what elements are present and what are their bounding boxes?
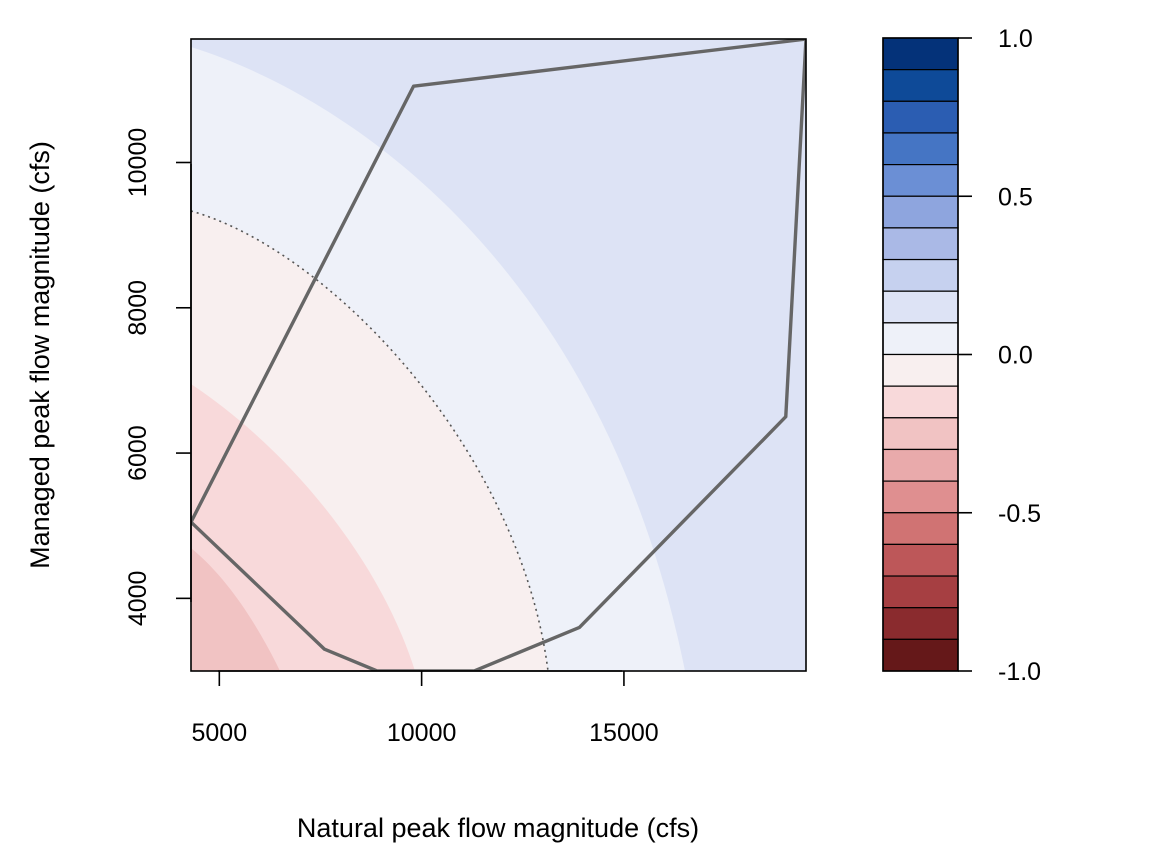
x-tick-label: 5000: [192, 719, 248, 747]
y-axis-title: Managed peak flow magnitude (cfs): [25, 141, 55, 569]
colorbar-cell: [882, 164, 959, 197]
colorbar-cells: [882, 37, 959, 672]
contour-band-neg0.375-neg0.25: [191, 548, 280, 671]
x-tick-label: 10000: [387, 719, 457, 747]
colorbar-cell: [882, 132, 959, 166]
y-tick-label: 6000: [124, 425, 152, 481]
colorbar-cell: [882, 575, 959, 609]
colorbar-cell: [882, 607, 959, 640]
x-tick-label: 15000: [589, 719, 659, 747]
colorbar-cell: [882, 69, 959, 102]
y-axis: 4000 6000 8000 10000: [124, 128, 192, 627]
colorbar-cell: [882, 543, 959, 577]
colorbar-cell: [882, 638, 959, 672]
contour-field: [191, 39, 806, 671]
y-tick-label: 8000: [124, 280, 152, 336]
contour-band-neg0.25-neg0.125: [191, 384, 415, 671]
colorbar-cell: [882, 37, 959, 71]
colorbar-cell: [882, 385, 959, 419]
colorbar-cell: [882, 480, 959, 514]
y-tick-label: 10000: [124, 128, 152, 198]
colorbar-cell: [882, 353, 959, 387]
colorbar-tick-label: -1.0: [998, 658, 1041, 686]
colorbar-cell: [882, 448, 959, 482]
colorbar-cell: [882, 100, 959, 134]
data-hull-polygon: [191, 39, 806, 671]
colorbar-cell: [882, 322, 959, 356]
colorbar-tick-label: 0.0: [998, 342, 1033, 370]
colorbar-tick-label: 1.0: [998, 25, 1033, 53]
colorbar-tick-label: 0.5: [998, 183, 1033, 211]
x-axis-title: Natural peak flow magnitude (cfs): [297, 813, 699, 843]
colorbar-cell: [882, 258, 959, 292]
y-tick-label: 4000: [124, 571, 152, 627]
colorbar-tick-label: -0.5: [998, 500, 1041, 528]
colorbar-cell: [882, 227, 959, 261]
colorbar-cell: [882, 512, 959, 545]
colorbar: 1.0 0.5 0.0 -0.5 -1.0: [882, 25, 1041, 686]
colorbar-cell: [882, 195, 959, 229]
zero-contour-line: [191, 210, 549, 671]
colorbar-cell: [882, 417, 959, 451]
x-axis: 5000 10000 15000: [192, 670, 659, 747]
colorbar-cell: [882, 290, 959, 324]
